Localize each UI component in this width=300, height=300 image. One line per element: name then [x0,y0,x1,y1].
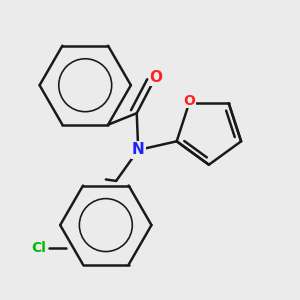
Text: Cl: Cl [31,241,46,255]
Text: N: N [132,142,145,158]
Text: O: O [183,94,195,107]
Text: O: O [149,70,162,86]
